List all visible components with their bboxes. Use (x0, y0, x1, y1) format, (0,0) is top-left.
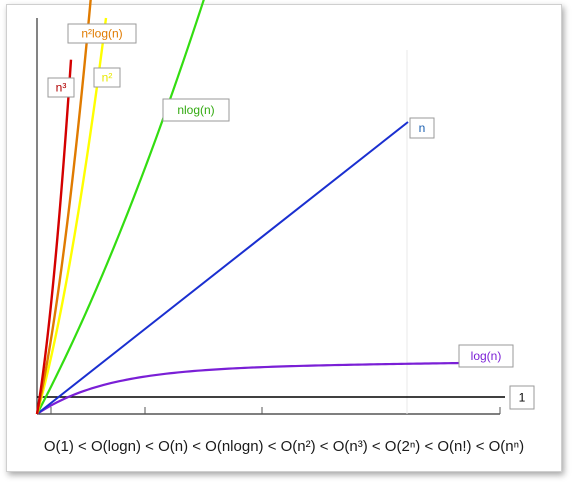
label-nlogn: nlog(n) (177, 103, 214, 117)
label-constant-box (509, 385, 535, 410)
series-line-n-cubed (35, 59, 73, 415)
series-line-n-squared-log-n (35, 0, 92, 415)
label-n-squared-log-n-box (67, 23, 137, 44)
label-n-box (409, 117, 435, 139)
label-n-squared-log-n: n²log(n) (81, 27, 122, 41)
label-constant: 1 (519, 391, 526, 405)
label-n-cubed-box (47, 77, 75, 98)
series-line-log-n (36, 361, 508, 415)
series-line-nlogn (36, 0, 205, 415)
label-n-squared-box (93, 67, 121, 88)
label-n: n (419, 121, 426, 135)
label-log-n: log(n) (471, 349, 502, 363)
complexity-order-formula: O(1) < O(logn) < O(n) < O(nlogn) < O(n²)… (43, 438, 525, 455)
label-log-n-box (458, 344, 514, 368)
series-line-n (36, 121, 409, 415)
series-line-n-squared (35, 17, 108, 415)
label-n-cubed: n³ (56, 81, 67, 95)
label-n-squared: n² (102, 71, 113, 85)
label-nlogn-box (162, 98, 230, 122)
